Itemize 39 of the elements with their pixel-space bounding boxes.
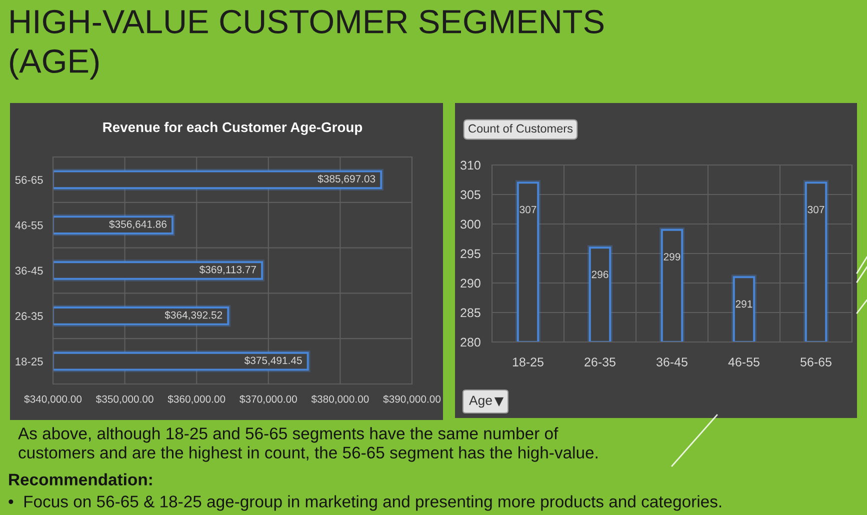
text: As above, although 18-25 and 56-65 segments have the same number of customers and are the highest in count, the 56-65 segment has the high-value.	[18, 427, 598, 462]
y-tick-label: 56-65	[15, 176, 43, 184]
x-tick-label: 18-25	[512, 358, 544, 366]
y-tick-label: 280	[460, 338, 480, 347]
x-tick-label: 46-55	[728, 358, 760, 366]
data-label: 307	[520, 206, 536, 214]
y-tick-label: 300	[460, 220, 480, 229]
text: • Focus on 56-65 & 18-25 age-group in marketing and presenting more products and categories.	[8, 495, 722, 511]
x-tick-label: 56-65	[800, 358, 832, 366]
data-label: $356,641.86	[109, 220, 166, 230]
y-tick-label: 305	[460, 190, 480, 200]
data-label: 296	[592, 270, 608, 278]
x-tick-label: $390,000.00	[383, 394, 441, 404]
x-tick-label: $380,000.00	[311, 394, 369, 404]
y-tick-label: 26-35	[15, 312, 43, 320]
data-label: $364,392.52	[164, 310, 222, 320]
y-tick-label: 36-45	[15, 266, 43, 275]
y-tick-label: 310	[460, 160, 480, 170]
x-tick-label: $360,000.00	[168, 394, 226, 404]
x-tick-label: $350,000.00	[96, 394, 154, 404]
y-tick-label: 46-55	[15, 221, 43, 230]
x-tick-label: $370,000.00	[240, 394, 297, 404]
text: Recommendation:	[9, 473, 152, 486]
y-tick-label: 285	[460, 308, 480, 318]
text: HIGH-VALUE CUSTOMER SEGMENTS (AGE)	[10, 10, 604, 80]
data-label: $385,697.03	[318, 174, 376, 184]
data-label: 299	[664, 253, 680, 260]
x-tick-label: 36-45	[656, 358, 688, 366]
y-tick-label: 290	[460, 278, 480, 288]
data-label: 307	[808, 206, 824, 214]
chart-title: Count of Customers	[468, 124, 573, 133]
x-tick-label: 26-35	[584, 358, 616, 366]
x-axis-title: Age	[469, 396, 492, 408]
data-label: 291	[736, 300, 752, 308]
chart-title: Revenue for each Customer Age-Group	[103, 122, 362, 135]
data-label: $369,113.77	[199, 265, 256, 275]
x-tick-label: $340,000.00	[24, 394, 82, 404]
y-tick-label: 295	[460, 249, 480, 258]
data-label: $375,491.45	[244, 356, 302, 366]
